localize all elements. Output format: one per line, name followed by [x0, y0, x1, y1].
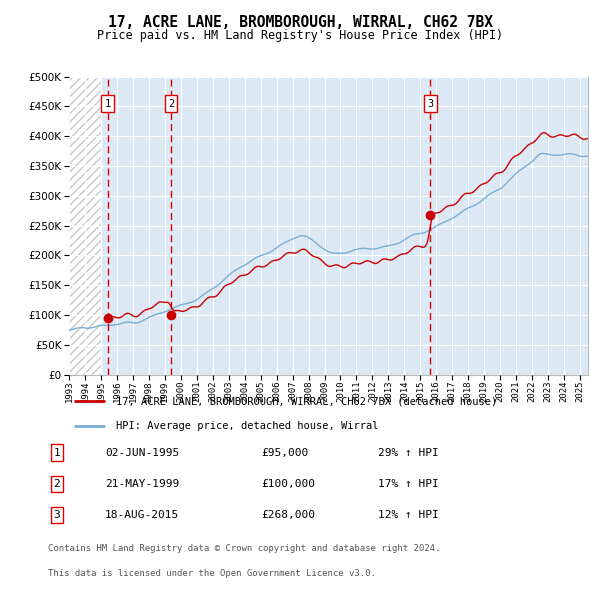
Text: 12% ↑ HPI: 12% ↑ HPI — [378, 510, 439, 520]
Text: 3: 3 — [427, 99, 434, 109]
Text: 17, ACRE LANE, BROMBOROUGH, WIRRAL, CH62 7BX: 17, ACRE LANE, BROMBOROUGH, WIRRAL, CH62… — [107, 15, 493, 30]
Text: 17% ↑ HPI: 17% ↑ HPI — [378, 479, 439, 489]
Text: 1: 1 — [104, 99, 111, 109]
Text: 02-JUN-1995: 02-JUN-1995 — [105, 448, 179, 457]
Text: 3: 3 — [53, 510, 61, 520]
Text: £100,000: £100,000 — [261, 479, 315, 489]
Text: Contains HM Land Registry data © Crown copyright and database right 2024.: Contains HM Land Registry data © Crown c… — [48, 545, 440, 553]
Text: 2: 2 — [53, 479, 61, 489]
Text: 1: 1 — [53, 448, 61, 457]
Text: 2: 2 — [168, 99, 174, 109]
Text: 17, ACRE LANE, BROMBOROUGH, WIRRAL, CH62 7BX (detached house): 17, ACRE LANE, BROMBOROUGH, WIRRAL, CH62… — [115, 396, 497, 407]
Text: This data is licensed under the Open Government Licence v3.0.: This data is licensed under the Open Gov… — [48, 569, 376, 578]
Text: £268,000: £268,000 — [261, 510, 315, 520]
Text: 21-MAY-1999: 21-MAY-1999 — [105, 479, 179, 489]
Text: HPI: Average price, detached house, Wirral: HPI: Average price, detached house, Wirr… — [115, 421, 378, 431]
Bar — [69, 77, 101, 375]
Text: 18-AUG-2015: 18-AUG-2015 — [105, 510, 179, 520]
Text: Price paid vs. HM Land Registry's House Price Index (HPI): Price paid vs. HM Land Registry's House … — [97, 30, 503, 42]
Text: 29% ↑ HPI: 29% ↑ HPI — [378, 448, 439, 457]
Text: £95,000: £95,000 — [261, 448, 308, 457]
